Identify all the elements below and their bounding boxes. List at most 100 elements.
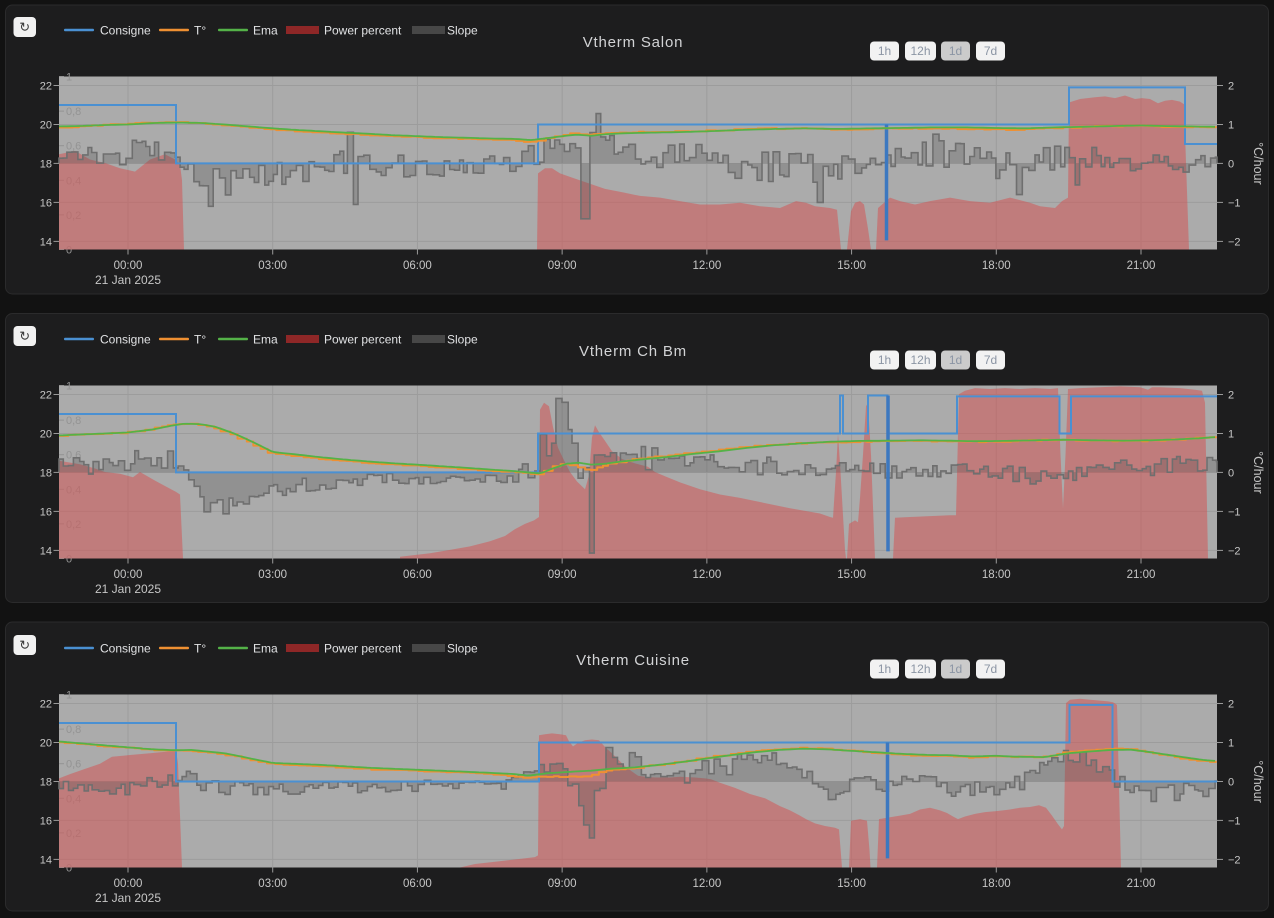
- svg-text:21:00: 21:00: [1127, 260, 1156, 272]
- svg-text:18:00: 18:00: [982, 569, 1011, 581]
- svg-text:20: 20: [40, 738, 52, 750]
- svg-text:°C/hour: °C/hour: [1251, 760, 1265, 803]
- svg-text:Power percent: Power percent: [324, 642, 402, 656]
- svg-text:T°: T°: [194, 333, 206, 347]
- svg-text:21 Jan 2025: 21 Jan 2025: [95, 273, 161, 287]
- svg-text:T°: T°: [194, 24, 206, 38]
- svg-text:12:00: 12:00: [693, 260, 722, 272]
- svg-text:20: 20: [40, 429, 52, 441]
- svg-text:03:00: 03:00: [258, 260, 287, 272]
- svg-text:20: 20: [40, 120, 52, 132]
- svg-text:0,6: 0,6: [66, 141, 81, 153]
- svg-text:Ema: Ema: [253, 24, 278, 38]
- svg-text:14: 14: [40, 545, 52, 557]
- svg-text:2: 2: [1228, 699, 1234, 711]
- svg-text:21 Jan 2025: 21 Jan 2025: [95, 582, 161, 596]
- svg-text:7d: 7d: [984, 353, 997, 367]
- svg-text:T°: T°: [194, 642, 206, 656]
- svg-text:Power percent: Power percent: [324, 333, 402, 347]
- svg-text:°C/hour: °C/hour: [1251, 451, 1265, 494]
- svg-text:0,8: 0,8: [66, 106, 81, 118]
- svg-text:Ema: Ema: [253, 642, 278, 656]
- svg-text:00:00: 00:00: [114, 569, 143, 581]
- svg-text:Consigne: Consigne: [100, 24, 151, 38]
- svg-text:−2: −2: [1228, 545, 1241, 557]
- svg-text:↻: ↻: [19, 329, 30, 344]
- svg-text:−2: −2: [1228, 854, 1241, 866]
- svg-text:1: 1: [66, 690, 72, 702]
- svg-text:21 Jan 2025: 21 Jan 2025: [95, 891, 161, 905]
- svg-text:16: 16: [40, 197, 52, 209]
- svg-text:00:00: 00:00: [114, 878, 143, 890]
- svg-text:12h: 12h: [910, 353, 930, 367]
- svg-text:21:00: 21:00: [1127, 569, 1156, 581]
- svg-text:16: 16: [40, 506, 52, 518]
- svg-text:00:00: 00:00: [114, 260, 143, 272]
- svg-text:18:00: 18:00: [982, 260, 1011, 272]
- svg-text:1d: 1d: [949, 44, 962, 58]
- svg-text:0: 0: [66, 863, 72, 875]
- svg-text:−2: −2: [1228, 236, 1241, 248]
- svg-text:Power percent: Power percent: [324, 24, 402, 38]
- svg-text:2: 2: [1228, 390, 1234, 402]
- svg-text:06:00: 06:00: [403, 569, 432, 581]
- svg-text:06:00: 06:00: [403, 260, 432, 272]
- svg-text:22: 22: [40, 699, 52, 711]
- svg-text:Ema: Ema: [253, 333, 278, 347]
- svg-text:18: 18: [40, 777, 52, 789]
- svg-text:↻: ↻: [19, 20, 30, 35]
- svg-text:1h: 1h: [878, 662, 891, 676]
- svg-text:0: 0: [66, 554, 72, 566]
- svg-text:Slope: Slope: [447, 24, 478, 38]
- svg-text:7d: 7d: [984, 662, 997, 676]
- svg-text:0,8: 0,8: [66, 415, 81, 427]
- svg-text:12h: 12h: [910, 662, 930, 676]
- svg-text:15:00: 15:00: [837, 569, 866, 581]
- svg-text:16: 16: [40, 815, 52, 827]
- svg-text:Slope: Slope: [447, 642, 478, 656]
- svg-text:1: 1: [1228, 738, 1234, 750]
- svg-text:22: 22: [40, 81, 52, 93]
- svg-text:↻: ↻: [19, 638, 30, 653]
- svg-text:°C/hour: °C/hour: [1251, 142, 1265, 185]
- svg-text:0: 0: [1228, 777, 1234, 789]
- svg-text:−1: −1: [1228, 506, 1241, 518]
- svg-text:0,6: 0,6: [66, 759, 81, 771]
- svg-text:14: 14: [40, 854, 52, 866]
- svg-text:−1: −1: [1228, 197, 1241, 209]
- svg-text:Vtherm Salon: Vtherm Salon: [583, 34, 683, 51]
- svg-text:15:00: 15:00: [837, 878, 866, 890]
- svg-text:12:00: 12:00: [693, 569, 722, 581]
- svg-text:09:00: 09:00: [548, 878, 577, 890]
- svg-text:7d: 7d: [984, 44, 997, 58]
- svg-text:Vtherm Cuisine: Vtherm Cuisine: [576, 652, 690, 669]
- svg-text:18: 18: [40, 158, 52, 170]
- svg-text:12h: 12h: [910, 44, 930, 58]
- svg-text:22: 22: [40, 390, 52, 402]
- svg-text:14: 14: [40, 236, 52, 248]
- svg-text:06:00: 06:00: [403, 878, 432, 890]
- svg-text:1: 1: [1228, 429, 1234, 441]
- svg-text:Slope: Slope: [447, 333, 478, 347]
- svg-text:1d: 1d: [949, 662, 962, 676]
- svg-text:09:00: 09:00: [548, 260, 577, 272]
- svg-text:1d: 1d: [949, 353, 962, 367]
- svg-text:Vtherm Ch Bm: Vtherm Ch Bm: [579, 343, 687, 360]
- svg-text:Consigne: Consigne: [100, 642, 151, 656]
- svg-text:03:00: 03:00: [258, 569, 287, 581]
- svg-text:09:00: 09:00: [548, 569, 577, 581]
- svg-text:−1: −1: [1228, 815, 1241, 827]
- svg-text:03:00: 03:00: [258, 878, 287, 890]
- svg-text:0: 0: [66, 245, 72, 257]
- svg-text:15:00: 15:00: [837, 260, 866, 272]
- svg-text:1: 1: [1228, 120, 1234, 132]
- svg-text:0: 0: [1228, 158, 1234, 170]
- svg-text:1h: 1h: [878, 44, 891, 58]
- svg-text:0,8: 0,8: [66, 724, 81, 736]
- svg-text:Consigne: Consigne: [100, 333, 151, 347]
- svg-text:0,6: 0,6: [66, 450, 81, 462]
- svg-text:0: 0: [1228, 467, 1234, 479]
- svg-text:18:00: 18:00: [982, 878, 1011, 890]
- svg-text:21:00: 21:00: [1127, 878, 1156, 890]
- svg-text:1: 1: [66, 381, 72, 393]
